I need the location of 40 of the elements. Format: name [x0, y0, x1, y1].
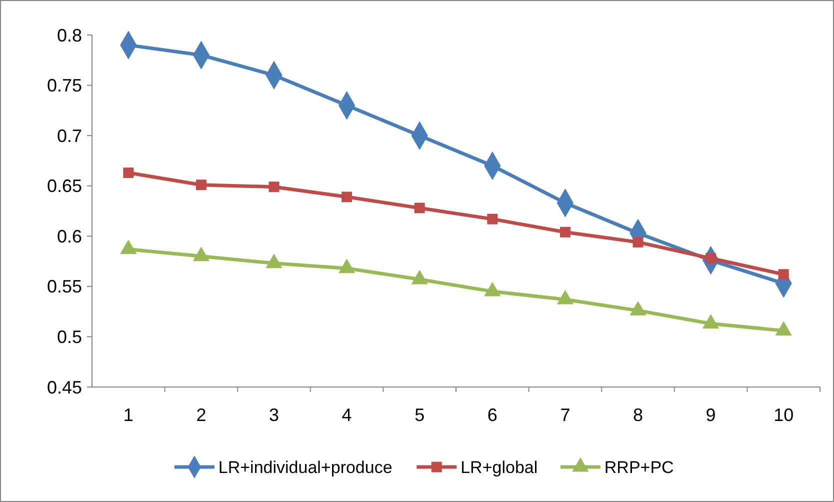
x-tick-label: 5 — [414, 405, 425, 425]
point — [702, 314, 720, 328]
point — [778, 269, 789, 280]
y-tick-label: 0.55 — [46, 276, 82, 297]
x-tick-label: 9 — [706, 405, 716, 425]
point — [338, 258, 356, 274]
point — [630, 300, 646, 316]
x-tick-label: 3 — [268, 405, 280, 425]
y-tick-label: 0.8 — [56, 25, 82, 46]
point — [268, 182, 280, 192]
y-tick-label: 0.6 — [56, 226, 82, 246]
y-tick-label: 0.75 — [46, 76, 82, 96]
y-tick-label: 0.45 — [46, 377, 82, 398]
point — [123, 168, 134, 178]
point — [120, 240, 137, 254]
point — [487, 214, 498, 224]
point — [484, 282, 501, 296]
x-tick-label: 6 — [487, 405, 498, 425]
point — [632, 236, 644, 248]
y-tick-label: 0.65 — [46, 176, 82, 196]
point — [342, 192, 352, 202]
point — [560, 226, 570, 238]
x-tick-label: 2 — [196, 405, 206, 425]
point — [411, 270, 428, 284]
legend-label: LR+global — [460, 458, 538, 477]
x-tick-label: 4 — [342, 405, 352, 425]
point — [196, 180, 206, 190]
y-tick-label: 0.7 — [56, 126, 82, 146]
x-tick-label: 10 — [774, 405, 794, 425]
point — [775, 321, 792, 336]
legend-label: LR+individual+produce — [218, 458, 392, 477]
y-tick-label: 0.5 — [56, 327, 82, 348]
point — [192, 246, 210, 262]
point — [266, 254, 282, 268]
point — [414, 202, 425, 214]
legend-label: RRP+PC — [604, 458, 674, 477]
x-tick-label: 1 — [123, 405, 134, 425]
point — [556, 290, 574, 304]
x-tick-label: 8 — [632, 405, 644, 425]
x-tick-label: 7 — [560, 405, 570, 425]
